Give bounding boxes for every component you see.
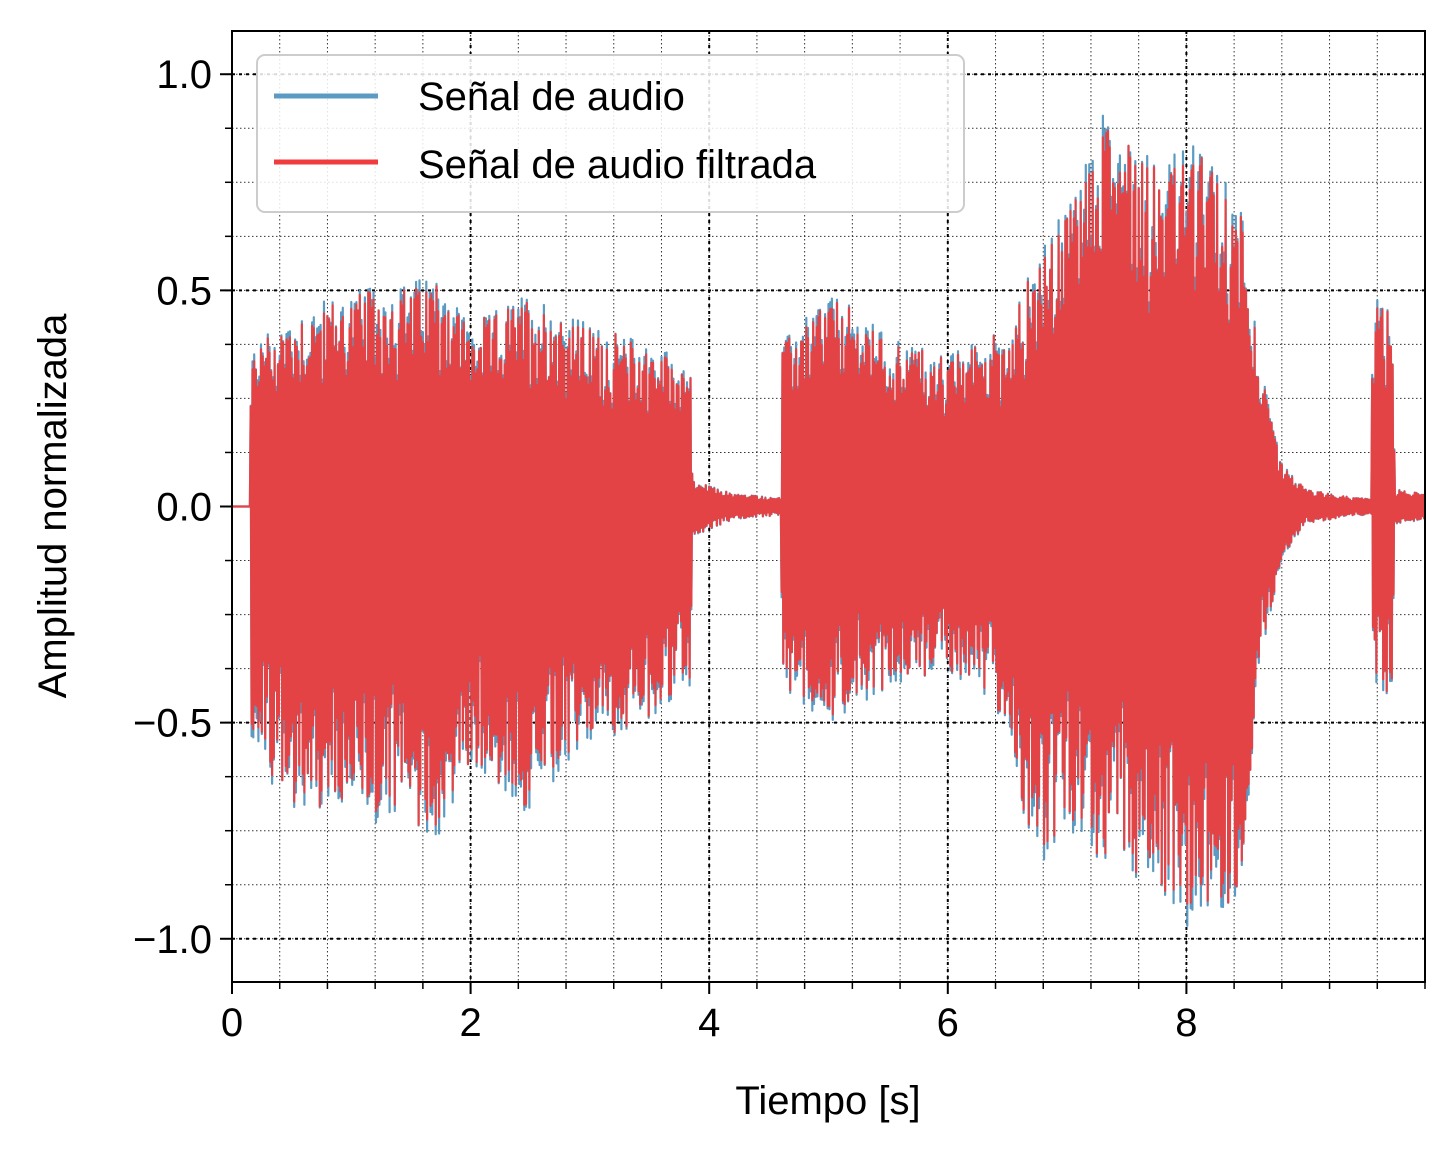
y-axis-label: Amplitud normalizada [31,313,75,698]
y-tick-label: 0.5 [156,269,212,313]
legend: Señal de audio Señal de audio filtrada [256,54,965,213]
x-tick-label: 0 [221,1001,243,1045]
x-tick-label: 2 [459,1001,481,1045]
x-tick-label: 8 [1175,1001,1197,1045]
y-tick-label: −0.5 [133,702,212,746]
axis-tick-labels: 0 2 4 6 8 1.0 0.5 0.0 −0.5 −1.0 [133,53,1197,1045]
series-group [232,114,1425,927]
x-tick-label: 6 [937,1001,959,1045]
legend-label-filtered: Señal de audio filtrada [418,143,817,187]
y-tick-label: 1.0 [156,53,212,97]
axis-ticks [220,73,1426,994]
y-tick-label: 0.0 [156,486,212,530]
legend-label-audio: Señal de audio [418,75,685,119]
x-axis-label: Tiempo [s] [735,1079,920,1123]
y-tick-label: −1.0 [133,918,212,962]
legend-frame [256,54,965,213]
x-tick-label: 4 [698,1001,720,1045]
series-line-filtered [232,129,1425,905]
